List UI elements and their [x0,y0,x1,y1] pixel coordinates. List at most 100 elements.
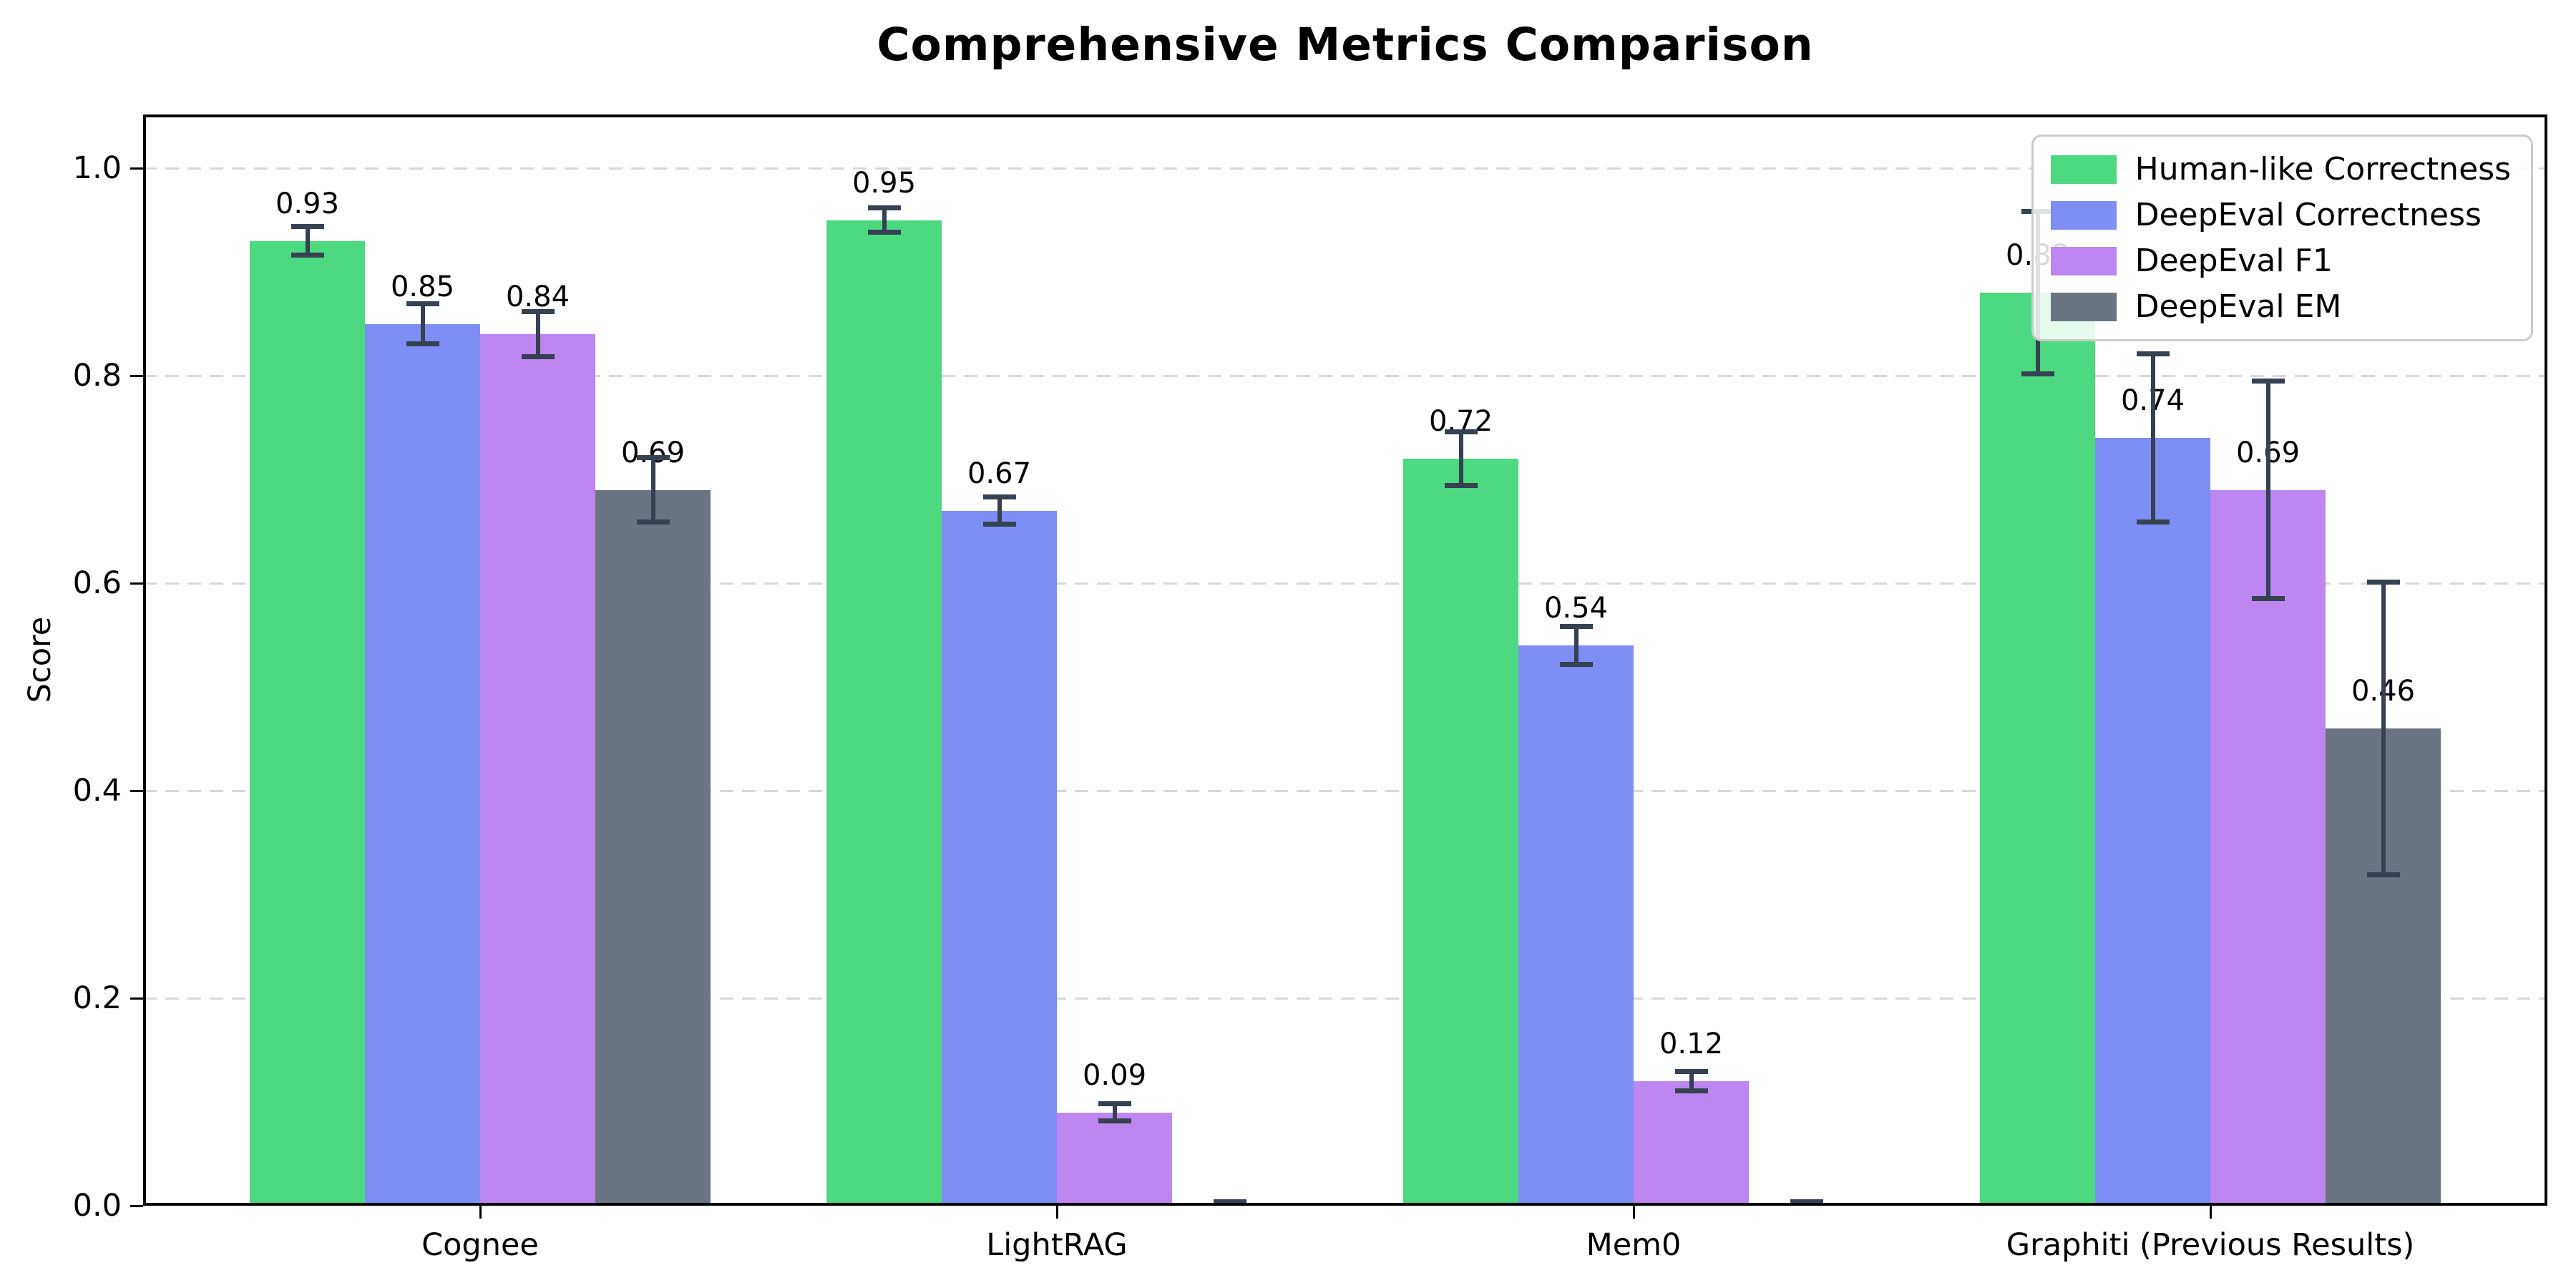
error-bar-cap-top [2251,378,2285,384]
error-bar [882,208,887,233]
bar-value-label: 0.54 [1543,592,1609,625]
error-bar [997,497,1002,525]
error-bar [1458,431,1463,486]
error-bar-cap-bottom [521,354,555,360]
legend-label: DeepEval F1 [2135,243,2333,279]
error-bar-cap-top [1098,1101,1131,1107]
legend: Human-like Correctness DeepEval Correctne… [2031,135,2533,341]
error-bar [1574,626,1579,665]
error-bar-cap-top [867,205,901,210]
error-bar-cap-bottom [982,521,1016,527]
bar-deepeval-f1-graphiti-previous-results- [2210,489,2326,1206]
spine-left [143,114,146,1206]
legend-row: DeepEval F1 [2050,243,2511,279]
bar-human-like-correctness-lightrag [826,220,942,1206]
legend-label: DeepEval Correctness [2135,197,2482,233]
x-tick-label-cognee: Cognee [421,1227,539,1263]
error-bar-cap-bottom [867,230,901,235]
bar-value-label: 0.84 [505,280,570,313]
bar-value-label: 0.67 [967,457,1032,490]
bar-value-label: 0.93 [275,187,340,220]
y-tick-label: 1.0 [72,150,122,186]
legend-row: DeepEval Correctness [2050,197,2511,233]
bar-deepeval-f1-cognee [480,334,595,1206]
gridline-y-0.4 [143,789,2547,792]
bar-deepeval-correctness-mem0 [1518,645,1634,1206]
error-bar-cap-bottom [291,253,324,258]
bar-human-like-correctness-mem0 [1403,459,1518,1206]
spine-top [143,114,2547,117]
error-bar-cap-top [1444,429,1478,434]
error-bar-cap-top [636,455,670,461]
plot-area: Human-like Correctness DeepEval Correctne… [143,114,2547,1206]
error-bar-cap-bottom [1559,661,1593,667]
error-bar-cap-bottom [2251,596,2285,602]
y-axis-label: Score [22,616,58,703]
y-tick-mark [130,582,143,585]
bar-deepeval-em-cognee [595,489,711,1206]
error-bar-cap-top [406,301,439,307]
y-tick-mark [130,1204,143,1207]
bar-deepeval-f1-mem0 [1634,1081,1749,1206]
bar-human-like-correctness-cognee [250,240,365,1206]
error-bar [650,457,655,522]
error-bar-cap-top [1790,1199,1823,1204]
bar-value-label: 0.09 [1082,1058,1147,1092]
x-tick-label-mem0: Mem0 [1586,1227,1682,1263]
error-bar-cap-bottom [1674,1088,1708,1093]
x-tick-mark [2209,1206,2212,1219]
gridline-y-0.2 [143,997,2547,1000]
legend-label: Human-like Correctness [2135,151,2511,187]
error-bar-cap-top [2366,580,2400,585]
legend-row: Human-like Correctness [2050,151,2511,187]
error-bar [2150,353,2155,522]
legend-row: DeepEval EM [2050,288,2511,325]
error-bar [1689,1071,1694,1091]
error-bar [2265,381,2270,599]
y-tick-mark [130,789,143,792]
legend-swatch-icon [2050,246,2117,275]
bar-value-label: 0.95 [852,166,917,200]
error-bar [305,226,310,255]
y-tick-mark [130,374,143,377]
error-bar-cap-bottom [1098,1118,1131,1123]
bar-human-like-correctness-graphiti-previous-results- [1980,293,2095,1206]
error-bar-cap-bottom [1444,483,1478,489]
error-bar [2381,582,2386,875]
x-tick-label-graphiti-previous-results-: Graphiti (Previous Results) [2006,1227,2415,1263]
x-tick-label-lightrag: LightRAG [986,1227,1128,1263]
error-bar [535,311,540,357]
x-tick-mark [1055,1206,1058,1219]
bar-value-label: 0.12 [1659,1028,1724,1060]
error-bar [1112,1103,1117,1121]
legend-swatch-icon [2050,200,2117,230]
error-bar-cap-bottom [2136,519,2170,525]
spine-bottom [143,1203,2547,1206]
x-tick-mark [479,1206,482,1219]
error-bar-cap-bottom [406,341,439,346]
error-bar-cap-top [982,494,1016,500]
error-bar-cap-top [2136,351,2170,357]
bar-deepeval-correctness-graphiti-previous-results- [2095,438,2210,1206]
spine-right [2545,114,2547,1206]
bar-deepeval-correctness-lightrag [942,510,1057,1206]
y-tick-mark [130,997,143,1000]
legend-swatch-icon [2050,292,2117,321]
error-bar-cap-bottom [636,519,670,525]
x-tick-mark [1632,1206,1635,1219]
y-tick-label: 0.4 [72,773,122,809]
error-bar-cap-bottom [2021,371,2054,376]
legend-label: DeepEval EM [2135,288,2342,325]
y-tick-label: 0.2 [72,980,122,1016]
error-bar-cap-top [1213,1199,1246,1204]
error-bar-cap-top [1674,1069,1708,1075]
error-bar-cap-top [1559,624,1593,630]
error-bar [420,303,425,344]
bar-deepeval-f1-lightrag [1057,1112,1172,1206]
chart-title: Comprehensive Metrics Comparison [877,19,1814,71]
y-tick-label: 0.0 [72,1188,122,1224]
bar-deepeval-correctness-cognee [365,323,480,1206]
error-bar-cap-top [521,308,555,314]
y-tick-mark [130,167,143,170]
